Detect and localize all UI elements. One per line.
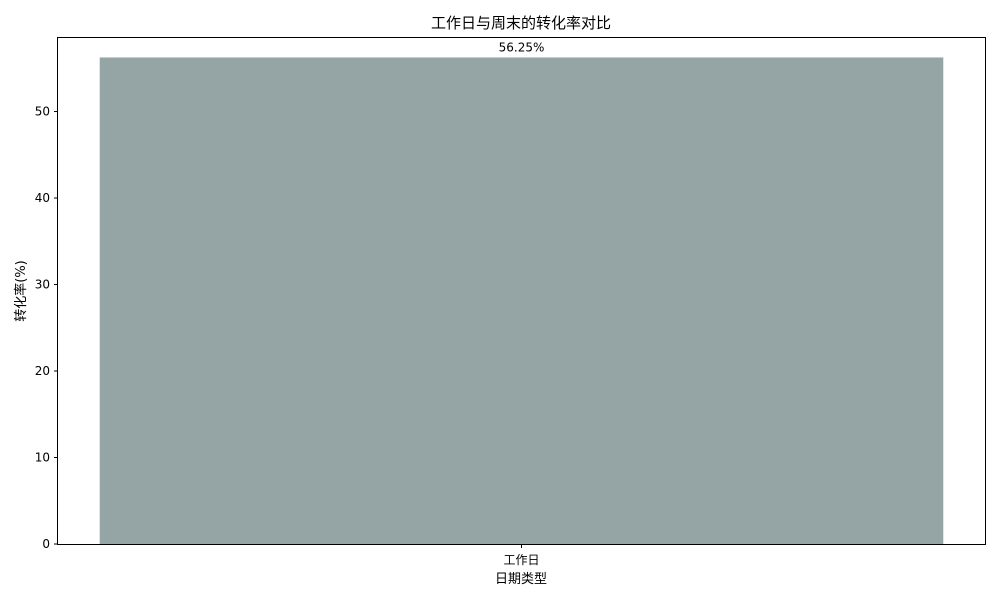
y-tick-label: 40 (35, 191, 50, 205)
y-axis-label: 转化率(%) (13, 260, 29, 322)
y-tick-label: 30 (35, 278, 50, 292)
bar (100, 57, 944, 544)
y-tick-label: 10 (35, 451, 50, 465)
data-labels: 56.25% (499, 40, 545, 54)
x-tick-label: 工作日 (503, 553, 539, 567)
y-axis: 0 10 20 30 40 50 (35, 105, 58, 551)
x-axis-label: 日期类型 (495, 572, 547, 587)
y-tick-label: 0 (42, 537, 50, 551)
y-tick-label: 20 (35, 364, 50, 378)
bar-value-label: 56.25% (499, 40, 545, 54)
x-axis: 工作日 (503, 544, 539, 567)
chart-title: 工作日与周末的转化率对比 (431, 14, 611, 32)
bar-series (100, 57, 944, 544)
y-tick-label: 50 (35, 105, 50, 119)
